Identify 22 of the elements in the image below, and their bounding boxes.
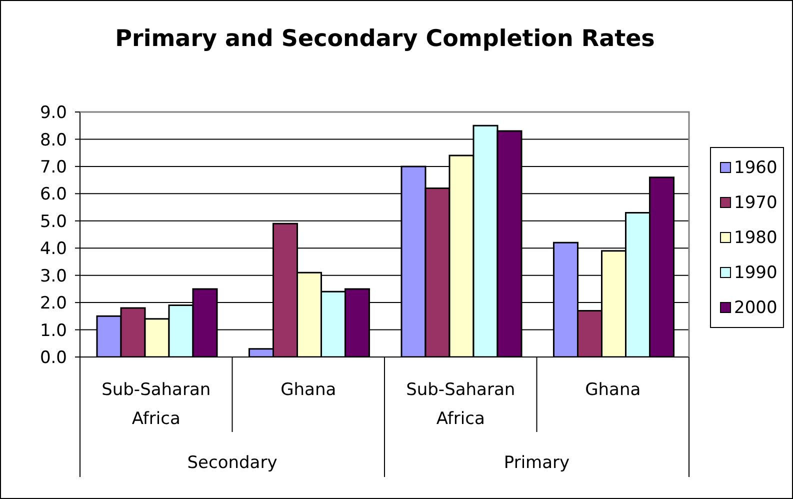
y-tick-label: 8.0 (40, 130, 67, 150)
legend-label: 1980 (734, 228, 778, 248)
chart-title: Primary and Secondary Completion Rates (114, 25, 656, 54)
y-tick-label: 1.0 (40, 320, 67, 341)
text: Primary (504, 453, 570, 473)
legend-label: 2000 (734, 298, 778, 318)
x-tick-label: Ghana (585, 380, 641, 400)
legend-label: 1960 (734, 158, 778, 178)
legend-label: 1970 (734, 192, 778, 212)
y-tick-label: 4.0 (40, 239, 67, 260)
text: Secondary (187, 453, 278, 473)
y-tick-label: 7.0 (40, 157, 67, 178)
x-tick-label: Sub-Saharan Africa (406, 380, 516, 430)
legend-label: 1990 (734, 262, 778, 282)
y-tick-label: 2.0 (40, 294, 67, 314)
x-tick-label: Ghana (280, 380, 336, 400)
y-tick-label: 6.0 (40, 184, 67, 205)
y-tick-label: 0.0 (40, 348, 67, 368)
y-tick-label: 3.0 (40, 266, 67, 286)
y-tick-label: 9.0 (40, 103, 67, 124)
x-tick-label: Sub-Saharan Africa (102, 380, 211, 430)
y-tick-label: 5.0 (40, 212, 67, 232)
